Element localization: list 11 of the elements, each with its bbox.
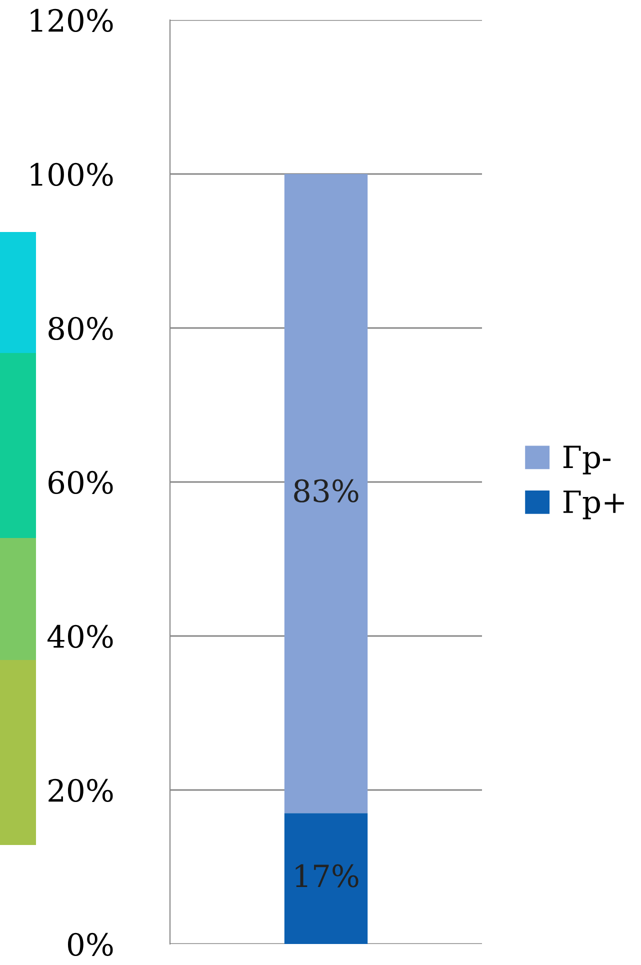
data-label: 83%	[294, 479, 358, 502]
legend-label: Гр-	[563, 446, 611, 474]
y-tick-label: 120%	[30, 8, 113, 32]
legend-label: Гр+	[563, 490, 624, 520]
data-label: 17%	[296, 864, 358, 888]
y-tick-label: 0%	[68, 932, 113, 956]
y-tick-label: 40%	[47, 624, 113, 648]
y-tick-label: 80%	[48, 316, 113, 340]
y-tick-label: 20%	[48, 778, 113, 802]
y-tick-label: 100%	[30, 162, 113, 186]
y-tick-label: 60%	[48, 470, 113, 494]
